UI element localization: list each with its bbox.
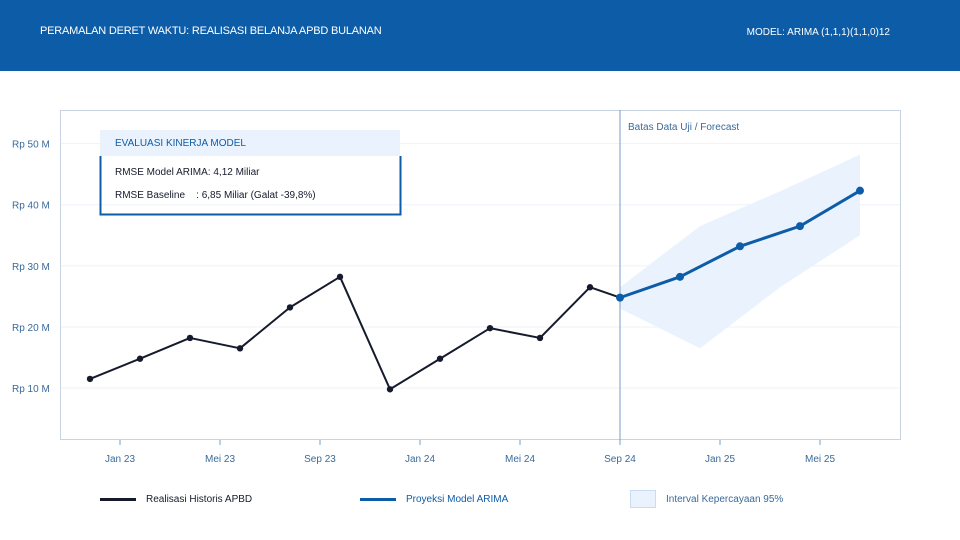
legend-historical-swatch <box>100 497 136 501</box>
model-label: MODEL: ARIMA (1,1,1)(1,1,0)12 <box>746 27 890 38</box>
legend-interval-swatch <box>630 490 656 508</box>
historical-point <box>436 355 444 362</box>
legend-forecast-label: Proyeksi Model ARIMA <box>406 493 509 505</box>
legend-forecast: Proyeksi Model ARIMA <box>360 490 508 508</box>
historical-point <box>336 273 344 281</box>
y-tick-label: Rp 20 M <box>12 323 50 334</box>
header-bar: PERAMALAN DERET WAKTU: REALISASI BELANJA… <box>0 0 960 71</box>
forecast-point <box>736 242 744 251</box>
historical-point <box>236 345 244 352</box>
confidence-band <box>620 154 860 349</box>
historical-point <box>286 304 294 311</box>
y-tick-label: Rp 40 M <box>12 201 50 212</box>
historical-point <box>586 284 594 291</box>
y-tick-label: Rp 50 M <box>12 140 50 151</box>
evaluation-baseline-rmse: RMSE Baseline : 6,85 Miliar (Galat -39,8… <box>115 190 316 201</box>
historical-point <box>486 324 494 332</box>
x-tick-label: Mei 25 <box>805 454 835 465</box>
forecast-point <box>676 272 684 281</box>
forecast-point <box>856 186 864 195</box>
x-tick-label: Mei 23 <box>205 454 235 465</box>
x-tick-label: Jan 24 <box>405 454 435 465</box>
evaluation-title: EVALUASI KINERJA MODEL <box>115 138 246 149</box>
forecast-boundary-label: Batas Data Uji / Forecast <box>628 122 739 133</box>
x-tick-label: Sep 24 <box>604 454 636 465</box>
x-tick-label: Sep 23 <box>304 454 336 465</box>
historical-series-line <box>89 275 621 391</box>
legend-interval-label: Interval Kepercayaan 95% <box>666 493 784 505</box>
x-tick-label: Jan 23 <box>105 454 135 465</box>
historical-point <box>86 375 94 383</box>
y-tick-label: Rp 10 M <box>12 384 50 395</box>
confidence-band-layer <box>620 154 860 349</box>
y-axis: Rp 10 M Rp 20 M Rp 30 M Rp 40 M Rp 50 M <box>12 140 50 395</box>
x-axis: Jan 23 Mei 23 Sep 23 Jan 24 Mei 24 Sep 24 Jan … <box>105 440 835 465</box>
evaluation-arima-rmse: RMSE Model ARIMA: 4,12 Miliar <box>115 167 260 178</box>
historical-point <box>186 334 194 342</box>
legend-forecast-swatch <box>360 497 396 501</box>
historical-point <box>136 355 144 362</box>
x-tick-label: Jan 25 <box>705 454 735 465</box>
forecast-point <box>616 293 624 302</box>
series-layer <box>86 186 864 393</box>
y-tick-label: Rp 30 M <box>12 262 50 273</box>
historical-point <box>536 334 544 342</box>
legend-historical-label: Realisasi Historis APBD <box>146 493 253 505</box>
historical-point <box>386 386 394 393</box>
forecast-point <box>796 222 804 231</box>
legend-interval: Interval Kepercayaan 95% <box>630 490 783 508</box>
evaluation-box: EVALUASI KINERJA MODEL RMSE Model ARIMA:… <box>99 130 402 216</box>
legend-historical: Realisasi Historis APBD <box>100 490 252 508</box>
x-tick-label: Mei 24 <box>505 454 535 465</box>
page-title: PERAMALAN DERET WAKTU: REALISASI BELANJA… <box>40 25 382 37</box>
